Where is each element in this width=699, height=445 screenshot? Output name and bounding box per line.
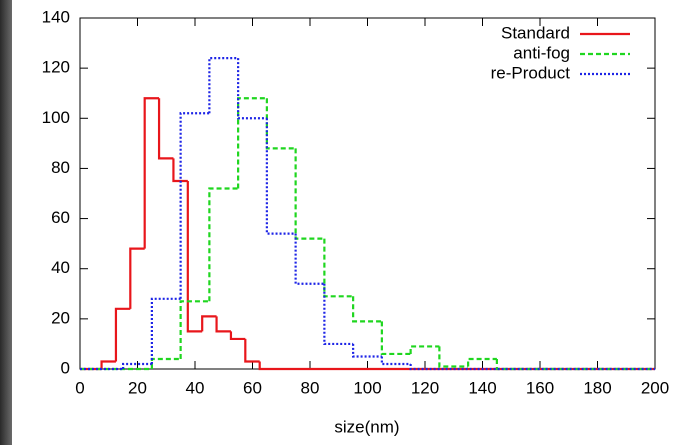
legend-label: re-Product bbox=[491, 63, 571, 82]
background-edge bbox=[0, 0, 12, 445]
histogram-step bbox=[179, 112, 210, 299]
x-axis-label: size(nm) bbox=[334, 417, 399, 436]
y-tick-label: 20 bbox=[51, 308, 70, 327]
histogram-step bbox=[237, 58, 267, 120]
histogram-step bbox=[258, 361, 655, 371]
x-tick-label: 200 bbox=[641, 378, 669, 397]
histogram-step bbox=[323, 238, 354, 298]
x-tick-label: 0 bbox=[75, 378, 84, 397]
histogram-step bbox=[265, 118, 296, 235]
y-tick-label: 60 bbox=[51, 208, 70, 227]
x-tick-label: 180 bbox=[583, 378, 611, 397]
x-tick-label: 80 bbox=[301, 378, 320, 397]
histogram-step bbox=[380, 356, 411, 366]
x-tick-label: 140 bbox=[468, 378, 496, 397]
histogram-step bbox=[323, 283, 354, 346]
histogram-step bbox=[438, 346, 469, 368]
y-tick-label: 0 bbox=[61, 358, 70, 377]
y-tick-label: 140 bbox=[42, 7, 70, 26]
histogram-step bbox=[294, 148, 325, 240]
histogram-step bbox=[114, 307, 131, 362]
y-tick-label: 100 bbox=[42, 108, 70, 127]
legend-label: Standard bbox=[501, 23, 570, 42]
histogram-step bbox=[143, 97, 160, 249]
x-tick-label: 160 bbox=[526, 378, 554, 397]
histogram-step bbox=[237, 97, 267, 189]
x-tick-label: 20 bbox=[128, 378, 147, 397]
legend-label: anti-fog bbox=[513, 43, 570, 62]
histogram-step bbox=[409, 345, 440, 354]
histogram-step bbox=[294, 233, 325, 285]
histogram-step bbox=[201, 315, 217, 332]
y-tick-label: 80 bbox=[51, 158, 70, 177]
histogram-step bbox=[208, 57, 239, 114]
histogram-step bbox=[352, 296, 382, 323]
histogram-step bbox=[208, 187, 239, 302]
histogram-step bbox=[495, 358, 655, 371]
x-tick-label: 60 bbox=[243, 378, 262, 397]
histogram-step bbox=[467, 357, 497, 367]
histogram-step bbox=[409, 363, 655, 371]
y-tick-label: 120 bbox=[42, 58, 70, 77]
histogram-step bbox=[172, 158, 188, 183]
histogram-step bbox=[244, 338, 260, 363]
x-tick-label: 100 bbox=[353, 378, 381, 397]
histogram-step bbox=[352, 343, 382, 358]
histogram-step bbox=[179, 300, 210, 359]
histogram-step bbox=[186, 180, 203, 333]
histogram-step bbox=[150, 357, 181, 369]
histogram-step bbox=[100, 360, 116, 369]
x-tick-label: 120 bbox=[411, 378, 439, 397]
histogram-step bbox=[380, 321, 411, 356]
histogram-step bbox=[150, 297, 181, 364]
histogram-step bbox=[229, 331, 246, 341]
histogram-step bbox=[215, 316, 231, 333]
x-tick-label: 40 bbox=[186, 378, 205, 397]
histogram-step bbox=[157, 98, 174, 160]
histogram-step bbox=[129, 247, 145, 309]
histogram-step bbox=[265, 98, 296, 150]
y-tick-label: 40 bbox=[51, 258, 70, 277]
histogram-step bbox=[122, 362, 152, 369]
